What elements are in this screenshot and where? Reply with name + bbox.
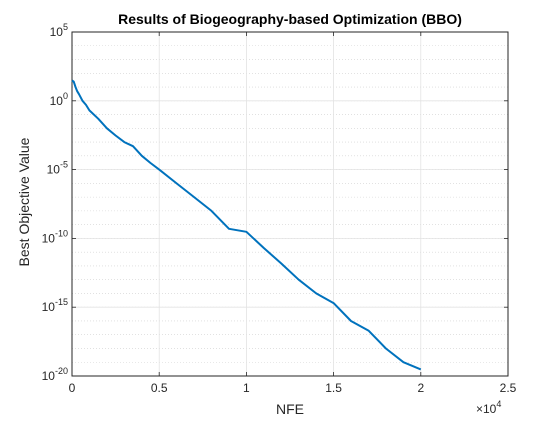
y-tick-label: 10-5 [47,160,68,177]
major-grid [71,31,509,377]
chart-title: Results of Biogeography-based Optimizati… [118,11,462,27]
minor-grid [72,31,508,377]
y-tick-base: 10 [47,163,61,177]
y-tick-label: 10-10 [42,228,68,245]
y-tick-label: 10-15 [42,297,68,314]
y-tick-base: 10 [50,94,64,108]
x-tick-label: 1.5 [325,381,342,395]
y-tick-exponent: -20 [55,366,68,376]
y-tick-exponent: 5 [63,22,68,32]
x-tick-label: 1 [243,381,250,395]
y-tick-exponent: -15 [55,297,68,307]
x-tick-label: 2.5 [500,381,517,395]
x-tick-label: 0.5 [151,381,168,395]
x-scale-multiplier: ×104 [476,399,501,416]
y-tick-label: 10-20 [42,366,68,383]
y-tick-exponent: -10 [55,228,68,238]
y-tick-label: 100 [50,91,68,108]
x-tick-labels: 0 0.5 1 1.5 2 2.5 [69,381,517,395]
x-axis-label: NFE [276,401,304,417]
y-tick-base: 10 [50,25,64,39]
y-tick-exponent: 0 [63,91,68,101]
x-tick-label: 2 [417,381,424,395]
y-tick-exponent: -5 [60,160,68,170]
x-scale-base: ×10 [476,402,497,416]
plot-frame [71,31,509,377]
x-scale-exponent: 4 [496,399,501,409]
y-tick-base: 10 [42,369,56,383]
axis-ticks [71,31,509,377]
y-tick-base: 10 [42,300,56,314]
series-line [71,79,422,371]
y-tick-base: 10 [42,231,56,245]
y-axis-label: Best Objective Value [16,137,32,266]
y-tick-label: 105 [50,22,68,39]
x-tick-label: 0 [69,381,76,395]
